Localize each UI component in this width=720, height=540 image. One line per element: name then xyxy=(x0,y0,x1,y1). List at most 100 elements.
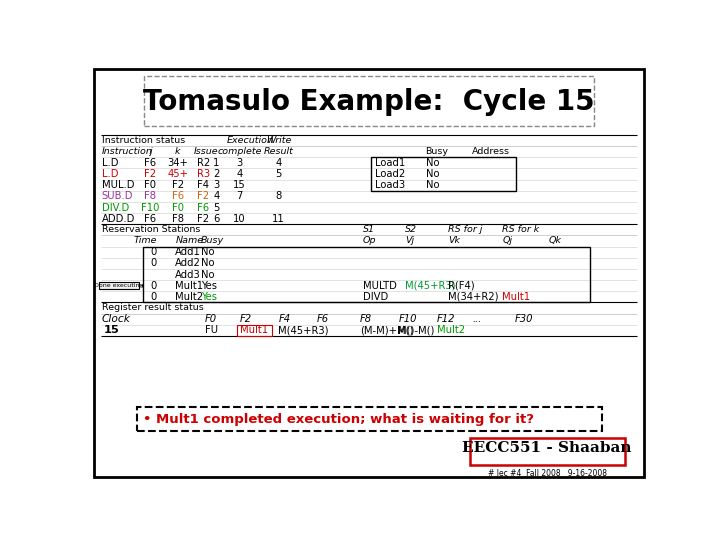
Text: 45+: 45+ xyxy=(167,169,188,179)
Text: ...: ... xyxy=(472,314,482,325)
Text: 3: 3 xyxy=(236,158,243,168)
Text: • Mult1 completed execution; what is waiting for it?: • Mult1 completed execution; what is wai… xyxy=(143,413,534,426)
Text: 6: 6 xyxy=(213,214,220,224)
Text: 10: 10 xyxy=(233,214,246,224)
Text: Name: Name xyxy=(175,236,203,245)
Text: 2: 2 xyxy=(213,169,220,179)
Text: j: j xyxy=(149,147,152,156)
Text: Yes: Yes xyxy=(201,292,217,302)
Text: S2: S2 xyxy=(405,225,418,234)
Text: F0: F0 xyxy=(145,180,156,190)
Text: 4: 4 xyxy=(213,192,220,201)
Text: EECC551 - Shaaban: EECC551 - Shaaban xyxy=(462,441,632,455)
Text: 8: 8 xyxy=(275,192,282,201)
Text: Execution: Execution xyxy=(228,136,274,145)
Text: Mult2: Mult2 xyxy=(437,326,465,335)
Text: DIV.D: DIV.D xyxy=(102,202,129,213)
Bar xyxy=(143,247,590,302)
Text: F0: F0 xyxy=(204,314,217,325)
Text: 11: 11 xyxy=(272,214,284,224)
Text: Vj: Vj xyxy=(405,236,415,245)
Bar xyxy=(372,157,516,191)
Bar xyxy=(469,438,625,465)
Text: (M-M)+M(): (M-M)+M() xyxy=(360,326,413,335)
Text: Tomasulo Example:  Cycle 15: Tomasulo Example: Cycle 15 xyxy=(143,88,595,116)
Text: Qj: Qj xyxy=(503,236,513,245)
Text: RS for k: RS for k xyxy=(503,225,539,234)
Text: F6: F6 xyxy=(171,192,184,201)
Text: Instruction: Instruction xyxy=(102,147,153,156)
Text: F2: F2 xyxy=(171,180,184,190)
Text: M(34+R2): M(34+R2) xyxy=(448,292,498,302)
Text: Load1: Load1 xyxy=(375,158,405,168)
Text: Time: Time xyxy=(133,236,157,245)
Text: Load2: Load2 xyxy=(375,169,405,179)
Text: Address: Address xyxy=(472,147,510,156)
Text: No: No xyxy=(426,180,439,190)
Text: F0: F0 xyxy=(171,202,184,213)
Text: F12: F12 xyxy=(437,314,456,325)
Text: # lec #4  Fall 2008   9-16-2008: # lec #4 Fall 2008 9-16-2008 xyxy=(487,469,607,478)
Text: F2: F2 xyxy=(145,169,156,179)
Text: Vk: Vk xyxy=(448,236,460,245)
Text: k: k xyxy=(175,147,180,156)
Text: Mult2: Mult2 xyxy=(175,292,203,302)
Text: 3: 3 xyxy=(213,180,220,190)
Text: Result: Result xyxy=(264,147,293,156)
Text: 0: 0 xyxy=(150,259,157,268)
Text: M(45+R3): M(45+R3) xyxy=(279,326,329,335)
Text: F6: F6 xyxy=(145,214,156,224)
Text: complete: complete xyxy=(217,147,262,156)
Text: 15: 15 xyxy=(233,180,246,190)
Text: Register result status: Register result status xyxy=(102,303,203,312)
Text: M(45+R3): M(45+R3) xyxy=(405,281,456,291)
Bar xyxy=(238,325,272,336)
Text: F8: F8 xyxy=(145,192,156,201)
Text: DIVD: DIVD xyxy=(363,292,388,302)
Text: SUB.D: SUB.D xyxy=(102,192,133,201)
Text: F10: F10 xyxy=(398,314,417,325)
Text: MULTD: MULTD xyxy=(363,281,397,291)
Text: F8: F8 xyxy=(360,314,372,325)
Text: F2: F2 xyxy=(197,214,210,224)
Text: No: No xyxy=(426,169,439,179)
Text: F8: F8 xyxy=(171,214,184,224)
Text: Clock: Clock xyxy=(102,314,130,325)
Text: 5: 5 xyxy=(213,202,220,213)
Text: Reservation Stations: Reservation Stations xyxy=(102,225,200,234)
Text: RS for j: RS for j xyxy=(448,225,482,234)
Text: R3: R3 xyxy=(197,169,210,179)
Text: Mult1: Mult1 xyxy=(175,281,203,291)
Text: F2: F2 xyxy=(240,314,252,325)
Text: Instruction status: Instruction status xyxy=(102,136,185,145)
Text: 4: 4 xyxy=(275,158,282,168)
Text: 0: 0 xyxy=(150,247,157,257)
Text: Load3: Load3 xyxy=(375,180,405,190)
Text: No: No xyxy=(426,158,439,168)
Text: 7: 7 xyxy=(236,192,243,201)
Text: R(F4): R(F4) xyxy=(448,281,474,291)
Text: 5: 5 xyxy=(275,169,282,179)
Bar xyxy=(137,408,601,430)
Text: 15: 15 xyxy=(104,326,120,335)
Text: R2: R2 xyxy=(197,158,210,168)
Text: S1: S1 xyxy=(363,225,375,234)
Text: L.D: L.D xyxy=(102,158,118,168)
Text: Mult1: Mult1 xyxy=(240,326,268,335)
Text: No: No xyxy=(201,269,215,280)
Text: No: No xyxy=(201,247,215,257)
Text: No: No xyxy=(201,259,215,268)
Text: Busy: Busy xyxy=(426,147,449,156)
Text: F2: F2 xyxy=(197,192,210,201)
Text: F4: F4 xyxy=(197,180,209,190)
Text: Add2: Add2 xyxy=(175,259,201,268)
Text: ADD.D: ADD.D xyxy=(102,214,135,224)
Bar xyxy=(99,282,139,289)
Text: F6: F6 xyxy=(197,202,210,213)
Text: Done executing: Done executing xyxy=(94,283,143,288)
Text: L.D: L.D xyxy=(102,169,118,179)
Text: Issue: Issue xyxy=(194,147,219,156)
Text: Yes: Yes xyxy=(201,281,217,291)
Text: 0: 0 xyxy=(150,281,157,291)
Text: F30: F30 xyxy=(515,314,534,325)
